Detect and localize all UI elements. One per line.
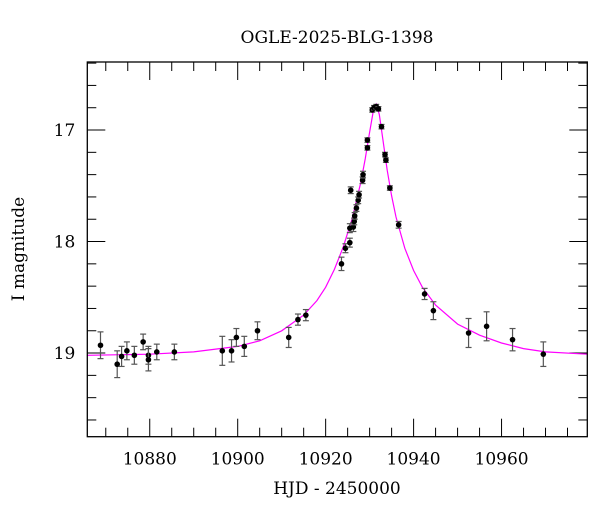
point-marker [353, 205, 360, 211]
x-tick-labels: 10880 10900 10920 10940 10960 [123, 450, 529, 470]
data-point [153, 343, 160, 361]
data-point [465, 317, 472, 349]
point-marker [171, 349, 178, 355]
point-marker [355, 197, 361, 204]
point-marker [387, 185, 393, 191]
data-point [114, 350, 121, 379]
point-marker [395, 222, 402, 228]
data-point [118, 345, 125, 368]
point-marker [233, 334, 240, 341]
data-points [97, 103, 547, 379]
data-point [241, 335, 248, 358]
data-point [131, 345, 138, 365]
x-tick-label: 10920 [299, 450, 353, 470]
data-point [285, 326, 292, 349]
point-marker [153, 349, 160, 355]
point-marker [465, 330, 472, 336]
data-point [360, 170, 367, 179]
point-marker [295, 316, 301, 323]
point-marker [228, 348, 235, 354]
point-marker [378, 123, 385, 130]
point-marker [219, 348, 226, 354]
x-tick-label: 10940 [387, 450, 441, 470]
y-tick-label: 19 [54, 344, 76, 364]
point-marker [509, 336, 516, 343]
data-point [382, 151, 389, 158]
point-marker [430, 307, 437, 314]
point-marker [364, 137, 371, 143]
data-point [338, 256, 345, 272]
x-tick-label: 10900 [211, 450, 265, 470]
x-tick-label: 10960 [475, 450, 529, 470]
data-point [386, 185, 393, 191]
data-point [219, 335, 226, 366]
y-axis-label: I magnitude [9, 197, 29, 301]
point-marker [347, 239, 353, 246]
data-point [395, 220, 402, 229]
data-point [347, 186, 354, 195]
data-point [254, 321, 261, 341]
data-point [97, 331, 104, 360]
point-marker [383, 157, 389, 163]
point-marker [360, 171, 366, 178]
data-point [346, 237, 353, 248]
y-tick-labels: 17 18 19 [54, 121, 76, 364]
data-point [509, 327, 516, 352]
point-marker [338, 261, 345, 267]
data-point [145, 348, 152, 372]
point-marker [118, 353, 125, 360]
point-marker [356, 191, 362, 198]
point-marker [285, 334, 292, 341]
data-point [294, 313, 301, 326]
data-point [140, 333, 147, 351]
point-marker [303, 312, 309, 318]
point-marker [421, 291, 428, 297]
y-tick-label: 18 [54, 233, 76, 253]
point-marker [540, 351, 547, 357]
point-marker [114, 361, 121, 368]
point-marker [351, 218, 358, 225]
data-point [364, 145, 371, 151]
data-point [123, 341, 130, 361]
point-marker [347, 187, 354, 194]
chart-title: OGLE-2025-BLG-1398 [241, 28, 434, 48]
point-marker [97, 342, 104, 349]
point-marker [254, 327, 261, 334]
data-point [302, 308, 309, 322]
data-point [375, 106, 382, 112]
axis-ticks [87, 62, 588, 437]
point-marker [382, 151, 388, 158]
plot-frame [86, 61, 588, 438]
point-marker [145, 356, 152, 363]
data-point [421, 287, 428, 301]
point-marker [350, 224, 357, 230]
point-marker [241, 343, 248, 350]
data-point [483, 311, 490, 342]
data-point [356, 190, 363, 199]
point-marker [124, 348, 130, 354]
model-curve [87, 102, 588, 356]
data-point [540, 341, 547, 368]
data-point [233, 327, 240, 347]
data-point [353, 204, 360, 213]
point-marker [342, 245, 349, 252]
y-tick-label: 17 [54, 121, 76, 141]
point-marker [375, 106, 382, 112]
point-marker [351, 213, 358, 219]
point-marker [483, 323, 490, 330]
data-point [171, 343, 178, 361]
data-point [351, 211, 358, 220]
data-point [364, 137, 371, 143]
point-marker [359, 177, 366, 184]
point-marker [364, 145, 371, 151]
data-point [382, 157, 389, 163]
x-tick-label: 10880 [123, 450, 177, 470]
data-point [430, 301, 437, 321]
point-marker [140, 339, 146, 345]
data-point [378, 123, 385, 130]
data-point [228, 339, 235, 363]
point-marker [131, 352, 138, 359]
x-axis-label: HJD - 2450000 [273, 479, 401, 499]
